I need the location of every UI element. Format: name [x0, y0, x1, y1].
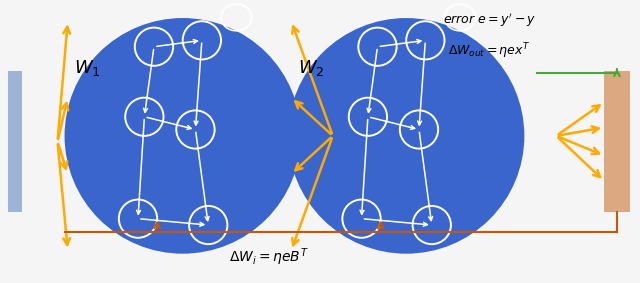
Text: $W_1$: $W_1$ — [74, 58, 100, 78]
Text: $W_2$: $W_2$ — [298, 58, 325, 78]
FancyBboxPatch shape — [604, 71, 630, 212]
Text: $\Delta W_{out} = \eta e x^T$: $\Delta W_{out} = \eta e x^T$ — [448, 42, 531, 61]
FancyBboxPatch shape — [8, 71, 22, 212]
Ellipse shape — [65, 18, 301, 254]
Ellipse shape — [288, 18, 524, 254]
Text: $error\ e = y' - y$: $error\ e = y' - y$ — [442, 12, 536, 29]
Text: $\Delta W_i = \eta e B^T$: $\Delta W_i = \eta e B^T$ — [229, 246, 308, 268]
